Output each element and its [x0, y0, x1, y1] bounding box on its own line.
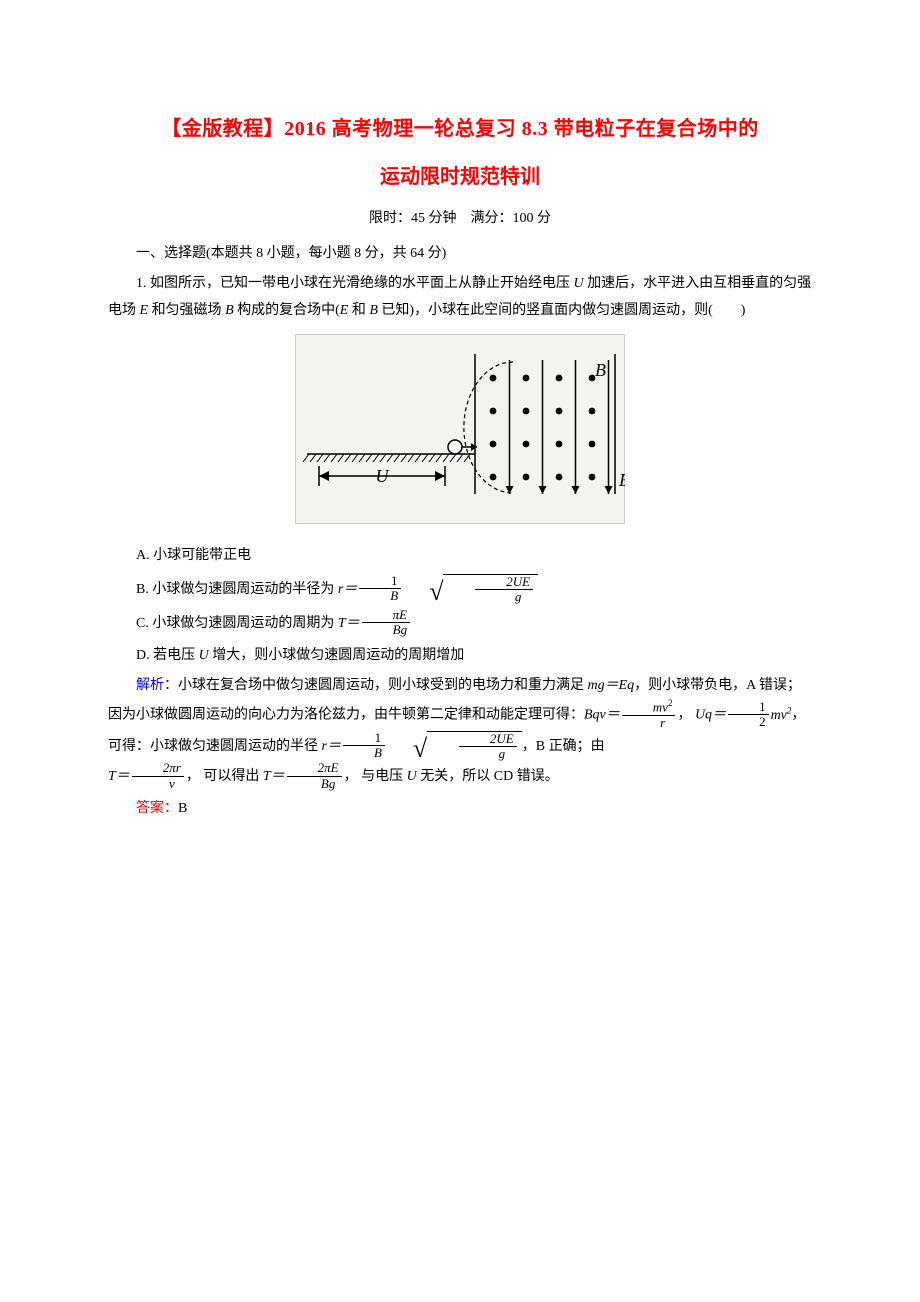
q1-stem-text-6: 已知)，小球在此空间的竖直面内做匀速圆周运动，则( )	[378, 303, 746, 318]
q1-stem-text-5: 和	[348, 303, 369, 318]
sym-U-2: U	[199, 648, 209, 663]
frac-2pir-v: 2πrv	[132, 761, 184, 791]
answer-label: 答案：	[136, 801, 178, 816]
frac-num: 1	[728, 700, 769, 715]
mv-sym: mv	[771, 708, 787, 723]
q1-stem-text-3: 和匀强磁场	[148, 303, 225, 318]
analysis-text-5: ， 可以得出	[186, 769, 263, 784]
q1-stem-text-1: 1. 如图所示，已知一带电小球在光滑绝缘的水平面上从静止开始经电压	[136, 276, 574, 291]
option-d-tail: 增大，则小球做匀速圆周运动的周期增加	[209, 648, 465, 663]
q1-diagram: U B E	[108, 334, 812, 535]
option-b: B. 小球做匀速圆周运动的半径为 r＝1B2UEg	[108, 574, 812, 606]
option-a: A. 小球可能带正电	[108, 543, 812, 570]
frac-num: 2UE	[459, 732, 517, 747]
sym-E-1: E	[140, 303, 149, 318]
frac-den: Bg	[362, 623, 410, 637]
frac-den: 2	[728, 715, 769, 729]
sym-B-2: B	[369, 303, 378, 318]
section-1-heading: 一、选择题(本题共 8 小题，每小题 8 分，共 64 分)	[108, 241, 812, 268]
option-b-sqrt: 2UEg	[404, 574, 538, 606]
sym-U-1: U	[574, 276, 584, 291]
q1-stem: 1. 如图所示，已知一带电小球在光滑绝缘的水平面上从静止开始经电压 U 加速后，…	[108, 271, 812, 324]
frac-den: g	[475, 590, 533, 604]
eq-Bqv: Bqv＝	[584, 708, 620, 723]
frac-den: g	[459, 747, 517, 761]
analysis-text-1: 小球在复合场中做匀速圆周运动，则小球受到的电场力和重力满足	[178, 678, 588, 693]
frac-den: r	[622, 716, 676, 730]
q1-diagram-svg: U B E	[295, 334, 625, 524]
doc-title-line2: 运动限时规范特训	[108, 158, 812, 196]
frac-den: B	[343, 746, 385, 760]
eq-T-1: T＝	[108, 769, 130, 784]
frac-den: v	[132, 777, 184, 791]
answer-value: B	[178, 801, 187, 816]
frac-num: 2UE	[475, 575, 533, 590]
analysis-label: 解析：	[136, 678, 178, 693]
eq-r: r＝	[322, 739, 341, 754]
frac-num: 1	[343, 731, 385, 746]
svg-text:U: U	[376, 466, 390, 486]
option-c: C. 小球做匀速圆周运动的周期为 T＝πEBg	[108, 609, 812, 639]
eq-mg-Eq: mg＝Eq	[588, 678, 635, 693]
frac-den: B	[359, 589, 401, 603]
analysis-text-7: 无关，所以 CD 错误。	[417, 769, 559, 784]
option-d: D. 若电压 U 增大，则小球做匀速圆周运动的周期增加	[108, 643, 812, 670]
analysis-comma-1: ，	[677, 708, 695, 723]
option-b-frac-1B: 1B	[359, 574, 401, 604]
frac-num: mv	[653, 699, 668, 714]
sqrt-2UEg: 2UEg	[388, 731, 522, 763]
frac-num: 2πr	[132, 761, 184, 776]
frac-2piE-Bg: 2πEBg	[287, 761, 342, 791]
frac-half: 12	[728, 700, 769, 730]
q1-stem-text-4: 构成的复合场中(	[234, 303, 340, 318]
option-d-prefix: D. 若电压	[136, 648, 199, 663]
frac-mv2-r: mv2r	[622, 699, 676, 730]
frac-num: πE	[362, 608, 410, 623]
eq-T-2: T＝	[263, 769, 285, 784]
option-c-frac: πEBg	[362, 608, 410, 638]
option-b-r: r＝	[338, 582, 357, 597]
analysis-text-4: ，B 正确；由	[522, 739, 605, 754]
frac-num: 1	[359, 574, 401, 589]
option-b-prefix: B. 小球做匀速圆周运动的半径为	[136, 582, 338, 597]
mv2: mv2	[771, 708, 792, 723]
frac-1B-2: 1B	[343, 731, 385, 761]
svg-text:E: E	[618, 470, 625, 490]
svg-text:B: B	[595, 360, 606, 380]
analysis: 解析：小球在复合场中做匀速圆周运动，则小球受到的电场力和重力满足 mg＝Eq，则…	[108, 673, 812, 792]
option-c-prefix: C. 小球做匀速圆周运动的周期为	[136, 616, 338, 631]
sym-B-1: B	[225, 303, 234, 318]
frac-num: 2πE	[287, 761, 342, 776]
doc-title-line1: 【金版教程】2016 高考物理一轮总复习 8.3 带电粒子在复合场中的	[108, 112, 812, 146]
eq-Uq: Uq＝	[695, 708, 726, 723]
answer: 答案：B	[108, 796, 812, 823]
frac-den: Bg	[287, 777, 342, 791]
exam-meta: 限时：45 分钟 满分：100 分	[108, 206, 812, 233]
option-c-T: T＝	[338, 616, 360, 631]
